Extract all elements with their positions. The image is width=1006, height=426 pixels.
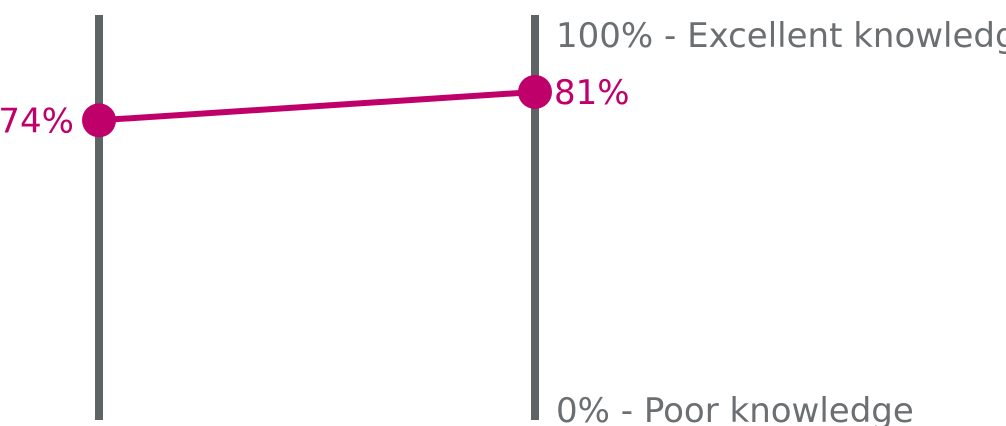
data-label-right: 81% bbox=[554, 73, 630, 113]
top-scale-label: 100% - Excellent knowledge bbox=[556, 16, 1006, 56]
data-point-left bbox=[82, 103, 116, 138]
series-line bbox=[96, 88, 538, 124]
data-label-left: 74% bbox=[0, 101, 74, 141]
bottom-scale-label: 0% - Poor knowledge bbox=[556, 391, 914, 426]
data-point-right bbox=[518, 74, 552, 109]
